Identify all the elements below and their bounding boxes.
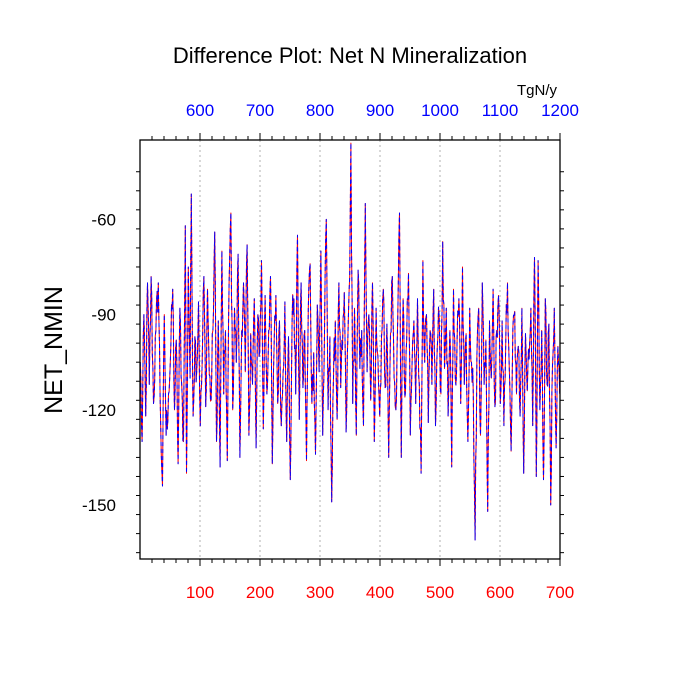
x-top-tick-label: 700 xyxy=(246,101,274,120)
x-bottom-tick-label: 700 xyxy=(546,583,574,602)
plot-frame xyxy=(139,139,561,560)
x-bottom-tick-label: 300 xyxy=(306,583,334,602)
axis-ticks xyxy=(136,133,564,566)
x-top-tick-label: 1200 xyxy=(541,101,579,120)
x-top-tick-label: 800 xyxy=(306,101,334,120)
x-bottom-tick-label: 100 xyxy=(186,583,214,602)
y-tick-label: -150 xyxy=(82,496,116,515)
x-top-tick-label: 600 xyxy=(186,101,214,120)
x-bottom-tick-label: 500 xyxy=(426,583,454,602)
y-axis-label: NET_NMIN xyxy=(40,286,68,414)
series-layer xyxy=(139,142,561,541)
y-tick-label: -120 xyxy=(82,401,116,420)
y-tick-label: -60 xyxy=(91,210,116,229)
y-tick-label: -90 xyxy=(91,306,116,325)
x-top-tick-label: 900 xyxy=(366,101,394,120)
tick-labels: 100 200 300 400 500 600 700 600 700 800 900 1000 110… xyxy=(82,101,579,602)
x-top-tick-label: 1000 xyxy=(421,101,459,120)
x-top-tick-label: 1100 xyxy=(482,101,519,120)
x-bottom-tick-label: 400 xyxy=(366,583,394,602)
x-bottom-tick-label: 200 xyxy=(246,583,274,602)
chart-title: Difference Plot: Net N Mineralization xyxy=(173,43,527,68)
top-axis-units-label: TgN/y xyxy=(517,82,558,99)
series-line-2 xyxy=(139,142,561,541)
x-bottom-tick-label: 600 xyxy=(486,583,514,602)
